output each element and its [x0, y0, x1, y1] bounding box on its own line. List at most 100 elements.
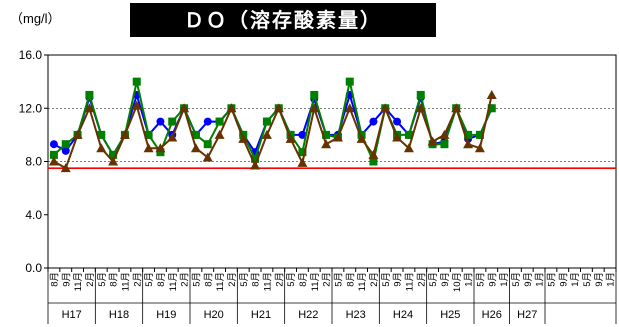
data-point-circle: [393, 117, 402, 126]
series-line-triangle: [53, 94, 493, 170]
data-point-triangle: [60, 163, 71, 173]
x-tick-label: 2月: [274, 272, 285, 287]
y-tick-label: 12.0: [19, 101, 43, 115]
data-point-triangle: [96, 143, 107, 153]
data-point-triangle: [427, 136, 438, 146]
year-group-label: H19: [156, 309, 176, 321]
data-point-triangle: [368, 149, 379, 159]
data-point-circle: [49, 140, 58, 149]
unit-label: （mg/l）: [10, 11, 61, 26]
data-point-square: [61, 140, 70, 149]
data-point-triangle: [380, 103, 391, 113]
data-point-triangle: [439, 129, 450, 139]
x-tick-label: 5月: [144, 272, 155, 287]
series-line-square: [53, 81, 493, 165]
x-tick-label: 9月: [523, 272, 534, 287]
x-tick-label: 11月: [120, 272, 131, 291]
data-point-triangle: [214, 129, 225, 139]
data-point-square: [109, 150, 118, 159]
data-point-square: [404, 130, 413, 139]
x-tick-label: 5月: [97, 272, 108, 287]
x-tick-label: 8月: [251, 272, 262, 287]
year-group-label: H18: [109, 309, 129, 321]
data-point-triangle: [486, 89, 497, 99]
x-tick-label: 11月: [73, 272, 84, 291]
x-tick-label: 11月: [168, 272, 179, 291]
year-group-label: H21: [251, 309, 271, 321]
y-tick-label: 0.0: [25, 261, 42, 275]
x-tick-label: 9月: [594, 272, 605, 287]
data-point-square: [49, 150, 58, 159]
x-tick-label: 9月: [61, 272, 72, 287]
data-point-triangle: [415, 103, 426, 113]
data-point-triangle: [356, 133, 367, 143]
x-tick-label: 10月: [452, 272, 463, 292]
x-tick-label: 5月: [475, 272, 486, 287]
x-tick-label: 5月: [286, 272, 297, 287]
year-group-label: H17: [62, 309, 82, 321]
data-point-square: [191, 130, 200, 139]
x-tick-label: 11月: [310, 272, 321, 291]
data-point-triangle: [179, 103, 190, 113]
x-tick-label: 2月: [322, 272, 333, 287]
x-tick-label: 2月: [369, 272, 380, 287]
x-tick-label: 5月: [546, 272, 557, 287]
data-point-square: [168, 117, 177, 126]
data-point-triangle: [474, 143, 485, 153]
x-tick-label: 1月: [606, 272, 617, 287]
data-point-triangle: [332, 132, 343, 142]
x-tick-label: 1月: [570, 272, 581, 287]
x-tick-label: 11月: [262, 272, 273, 291]
data-point-triangle: [297, 157, 308, 167]
data-point-triangle: [226, 103, 237, 113]
year-group-label: H20: [204, 309, 224, 321]
x-tick-label: 5月: [582, 272, 593, 287]
data-point-triangle: [202, 152, 213, 162]
year-group-label: H23: [346, 309, 366, 321]
chart-title: ＤＯ（溶存酸素量）: [130, 3, 436, 37]
data-point-triangle: [392, 132, 403, 142]
x-tick-label: 11月: [404, 272, 415, 291]
x-tick-label: 5月: [381, 272, 392, 287]
x-tick-label: 2月: [227, 272, 238, 287]
x-tick-label: 9月: [440, 272, 451, 287]
data-point-triangle: [344, 103, 355, 113]
data-point-square: [298, 148, 307, 157]
data-point-square: [487, 104, 496, 113]
y-tick-label: 4.0: [25, 208, 42, 222]
data-point-square: [345, 77, 354, 86]
x-tick-label: 5月: [191, 272, 202, 287]
data-point-triangle: [108, 156, 119, 166]
year-group-label: H26: [482, 309, 502, 321]
data-point-square: [203, 140, 212, 149]
data-point-triangle: [167, 132, 178, 142]
x-tick-label: 1月: [535, 272, 546, 287]
data-point-triangle: [48, 156, 59, 166]
data-point-square: [464, 130, 473, 139]
data-point-square: [144, 130, 153, 139]
data-point-triangle: [84, 103, 95, 113]
data-point-circle: [156, 117, 165, 126]
data-point-circle: [203, 117, 212, 126]
x-tick-label: 2月: [416, 272, 427, 287]
data-point-triangle: [72, 129, 83, 139]
x-tick-label: 5月: [428, 272, 439, 287]
data-point-square: [475, 130, 484, 139]
data-point-triangle: [451, 103, 462, 113]
data-point-square: [369, 157, 378, 166]
data-point-triangle: [273, 103, 284, 113]
data-point-triangle: [321, 139, 332, 149]
data-point-square: [132, 77, 141, 86]
data-point-triangle: [250, 160, 261, 170]
x-tick-label: 8月: [156, 272, 167, 287]
data-point-square: [251, 154, 260, 163]
data-point-triangle: [155, 143, 166, 153]
x-tick-label: 8月: [109, 272, 120, 287]
data-point-triangle: [131, 100, 142, 110]
year-group-label: H27: [517, 309, 537, 321]
x-tick-label: 2月: [180, 272, 191, 287]
data-point-triangle: [285, 133, 296, 143]
x-tick-label: 9月: [393, 272, 404, 287]
data-point-circle: [61, 146, 70, 155]
